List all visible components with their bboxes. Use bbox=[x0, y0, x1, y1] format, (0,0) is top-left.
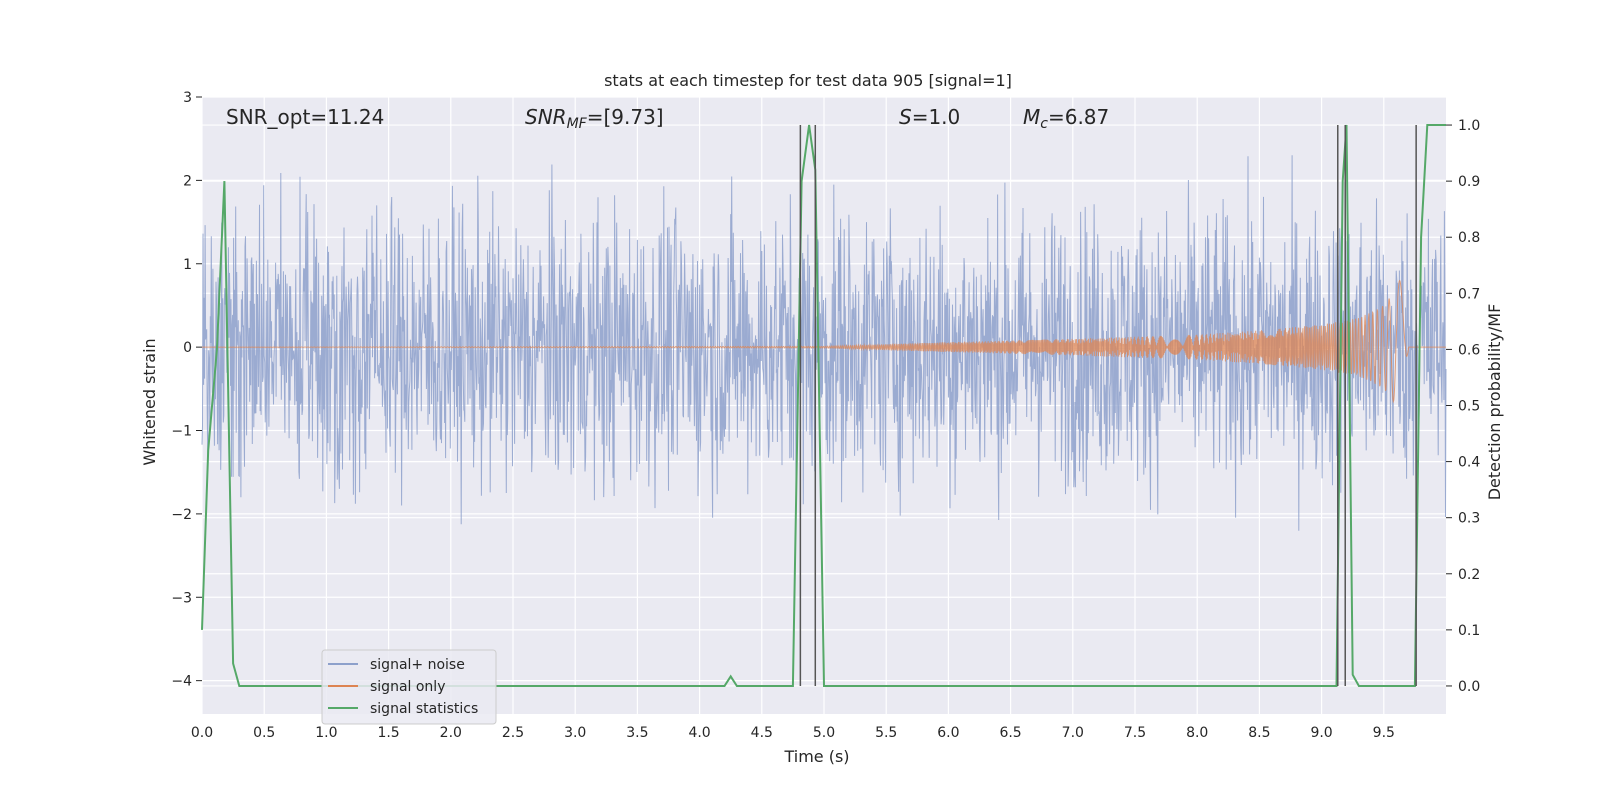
y-tick-label: 2 bbox=[183, 173, 192, 189]
x-tick-label: 3.5 bbox=[626, 725, 648, 741]
y-tick-label: 3 bbox=[183, 90, 192, 106]
x-tick-label: 1.0 bbox=[315, 725, 337, 741]
x-axis-label: Time (s) bbox=[783, 747, 849, 766]
series-layer bbox=[201, 124, 1447, 687]
x-tick-label: 5.0 bbox=[813, 725, 835, 741]
x-tick-label: 1.5 bbox=[377, 725, 399, 741]
x-tick-label: 9.5 bbox=[1373, 725, 1395, 741]
annotation-snr-opt: SNR_opt=11.24 bbox=[226, 105, 384, 129]
y2-tick-label: 0.4 bbox=[1458, 455, 1480, 471]
y2-tick-label: 0.0 bbox=[1458, 679, 1480, 695]
x-tick-label: 7.5 bbox=[1124, 725, 1146, 741]
snr-mf-subscript: MF bbox=[567, 116, 588, 132]
y-axis-label: Whitened strain bbox=[140, 338, 159, 465]
y2-axis-ticks: 0.0 0.1 0.2 0.3 0.4 0.5 0.6 0.7 0.8 0.9 1.0 bbox=[1446, 118, 1480, 695]
annotation-s: S=1.0 bbox=[899, 105, 960, 129]
y2-axis-label: Detection probability/MF bbox=[1485, 304, 1504, 501]
annotation-mc: Mc=6.87 bbox=[1023, 105, 1109, 132]
y2-tick-label: 0.9 bbox=[1458, 174, 1480, 190]
snr-mf-label: SNR bbox=[525, 105, 567, 129]
x-tick-label: 2.0 bbox=[440, 725, 462, 741]
vertical-markers bbox=[799, 125, 1417, 686]
y2-tick-label: 0.8 bbox=[1458, 230, 1480, 246]
mc-value: =6.87 bbox=[1048, 105, 1109, 129]
x-tick-label: 6.5 bbox=[999, 725, 1021, 741]
y-tick-label: −1 bbox=[171, 424, 192, 440]
legend-label-signal-noise: signal+ noise bbox=[370, 657, 465, 673]
legend-label-signal-statistics: signal statistics bbox=[370, 701, 478, 717]
y-tick-label: 0 bbox=[183, 340, 192, 356]
legend: signal+ noise signal only signal statist… bbox=[321, 649, 497, 725]
y2-tick-label: 0.2 bbox=[1458, 567, 1480, 583]
mc-subscript: c bbox=[1040, 116, 1048, 132]
y2-tick-label: 0.3 bbox=[1458, 511, 1480, 527]
x-tick-label: 6.0 bbox=[937, 725, 959, 741]
x-tick-label: 5.5 bbox=[875, 725, 897, 741]
x-tick-label: 4.0 bbox=[688, 725, 710, 741]
x-tick-label: 8.0 bbox=[1186, 725, 1208, 741]
series-signal-statistics bbox=[201, 124, 1446, 687]
x-tick-label: 2.5 bbox=[502, 725, 524, 741]
legend-box bbox=[321, 649, 497, 725]
s-value: =1.0 bbox=[912, 105, 961, 129]
x-tick-label: 8.5 bbox=[1248, 725, 1270, 741]
x-tick-label: 0.0 bbox=[191, 725, 213, 741]
x-tick-label: 4.5 bbox=[751, 725, 773, 741]
chart-title: stats at each timestep for test data 905… bbox=[604, 71, 1012, 90]
y2-tick-label: 1.0 bbox=[1458, 118, 1480, 134]
y-tick-label: −4 bbox=[171, 674, 192, 690]
series-signal-only bbox=[202, 279, 1446, 404]
y2-tick-label: 0.6 bbox=[1458, 342, 1480, 358]
mc-label: M bbox=[1023, 105, 1040, 129]
x-tick-label: 3.0 bbox=[564, 725, 586, 741]
y2-tick-label: 0.7 bbox=[1458, 286, 1480, 302]
snr-mf-value: =[9.73] bbox=[587, 105, 664, 129]
y-axis-ticks: −4 −3 −2 −1 0 1 2 3 bbox=[171, 90, 202, 690]
x-tick-label: 7.0 bbox=[1062, 725, 1084, 741]
y-tick-label: 1 bbox=[183, 257, 192, 273]
y2-tick-label: 0.5 bbox=[1458, 399, 1480, 415]
x-tick-label: 0.5 bbox=[253, 725, 275, 741]
s-label: S bbox=[899, 105, 912, 129]
grid bbox=[201, 96, 1446, 714]
annotation-snr-mf: SNRMF=[9.73] bbox=[525, 105, 664, 132]
y-tick-label: −3 bbox=[171, 590, 192, 606]
x-axis-ticks: 0.0 0.5 1.0 1.5 2.0 2.5 3.0 3.5 4.0 4.5 5.0 5.5 6.0 6… bbox=[191, 725, 1395, 741]
x-tick-label: 9.0 bbox=[1310, 725, 1332, 741]
legend-label-signal-only: signal only bbox=[370, 679, 445, 695]
y-tick-label: −2 bbox=[171, 507, 192, 523]
y2-tick-label: 0.1 bbox=[1458, 623, 1480, 639]
